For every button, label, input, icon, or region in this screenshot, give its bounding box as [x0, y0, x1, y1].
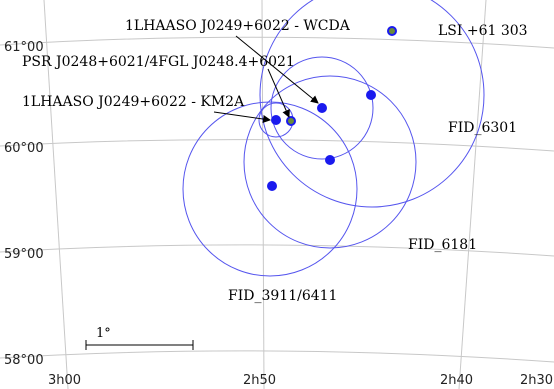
- fid-6181-label: FID_6181: [408, 237, 477, 253]
- ra-tick-label: 2h40: [440, 373, 473, 388]
- scale-bar: 1°: [85, 326, 194, 350]
- dec-gridline-59: [0, 244, 554, 257]
- dec-gridline-60: [0, 139, 554, 152]
- dec-gridline-58: [0, 350, 554, 363]
- fid-6301-circle: [259, 0, 485, 208]
- dec-gridline-61: [0, 36, 554, 49]
- wcda-label: 1LHAASO J0249+6022 - WCDA: [125, 18, 351, 34]
- dec-tick-label: 61°00: [4, 40, 44, 55]
- fid-6301-label: FID_6301: [448, 120, 517, 136]
- psr-arrow: [267, 68, 290, 118]
- psr-dot: [286, 116, 296, 126]
- fid-6181-circle: [243, 75, 417, 249]
- source-markers: [267, 26, 397, 191]
- lsi-label: LSI +61 303: [438, 23, 528, 39]
- wcda-circle: [270, 56, 374, 160]
- wcda-dot: [317, 103, 327, 113]
- dec-tick-label: 59°00: [4, 247, 44, 262]
- ra-gridline-3h00: [43, 0, 69, 389]
- km2a-label: 1LHAASO J0249+6022 - KM2A: [22, 94, 245, 110]
- pointer-arrows: [213, 35, 319, 123]
- dec-tick-label: 58°00: [4, 353, 44, 368]
- dec-tick-label: 60°00: [4, 141, 44, 156]
- fid-6301-dot: [366, 90, 376, 100]
- wcda-arrow: [235, 35, 319, 104]
- fid-6181-dot: [325, 155, 335, 165]
- lsi-dot: [387, 26, 397, 36]
- psr-label: PSR J0248+6021/4FGL J0248.4+6021: [22, 54, 295, 70]
- ra-tick-label: 3h00: [48, 373, 81, 388]
- ra-tick-label: 2h30: [520, 373, 553, 388]
- scale-bar-label: 1°: [96, 326, 111, 341]
- ra-gridline-2h50: [261, 0, 265, 389]
- ra-gridline-2h40: [458, 0, 487, 389]
- fid-3911-label: FID_3911/6411: [228, 288, 337, 304]
- fid-3911-circle: [182, 101, 358, 277]
- ra-tick-label: 2h50: [243, 373, 276, 388]
- ra-axis-labels: 3h00 2h50 2h40 2h30: [48, 373, 553, 388]
- dec-axis-labels: 61°00 60°00 59°00 58°00: [4, 40, 44, 368]
- km2a-dot: [271, 115, 281, 125]
- km2a-arrow: [213, 111, 271, 123]
- fid-3911-dot: [267, 181, 277, 191]
